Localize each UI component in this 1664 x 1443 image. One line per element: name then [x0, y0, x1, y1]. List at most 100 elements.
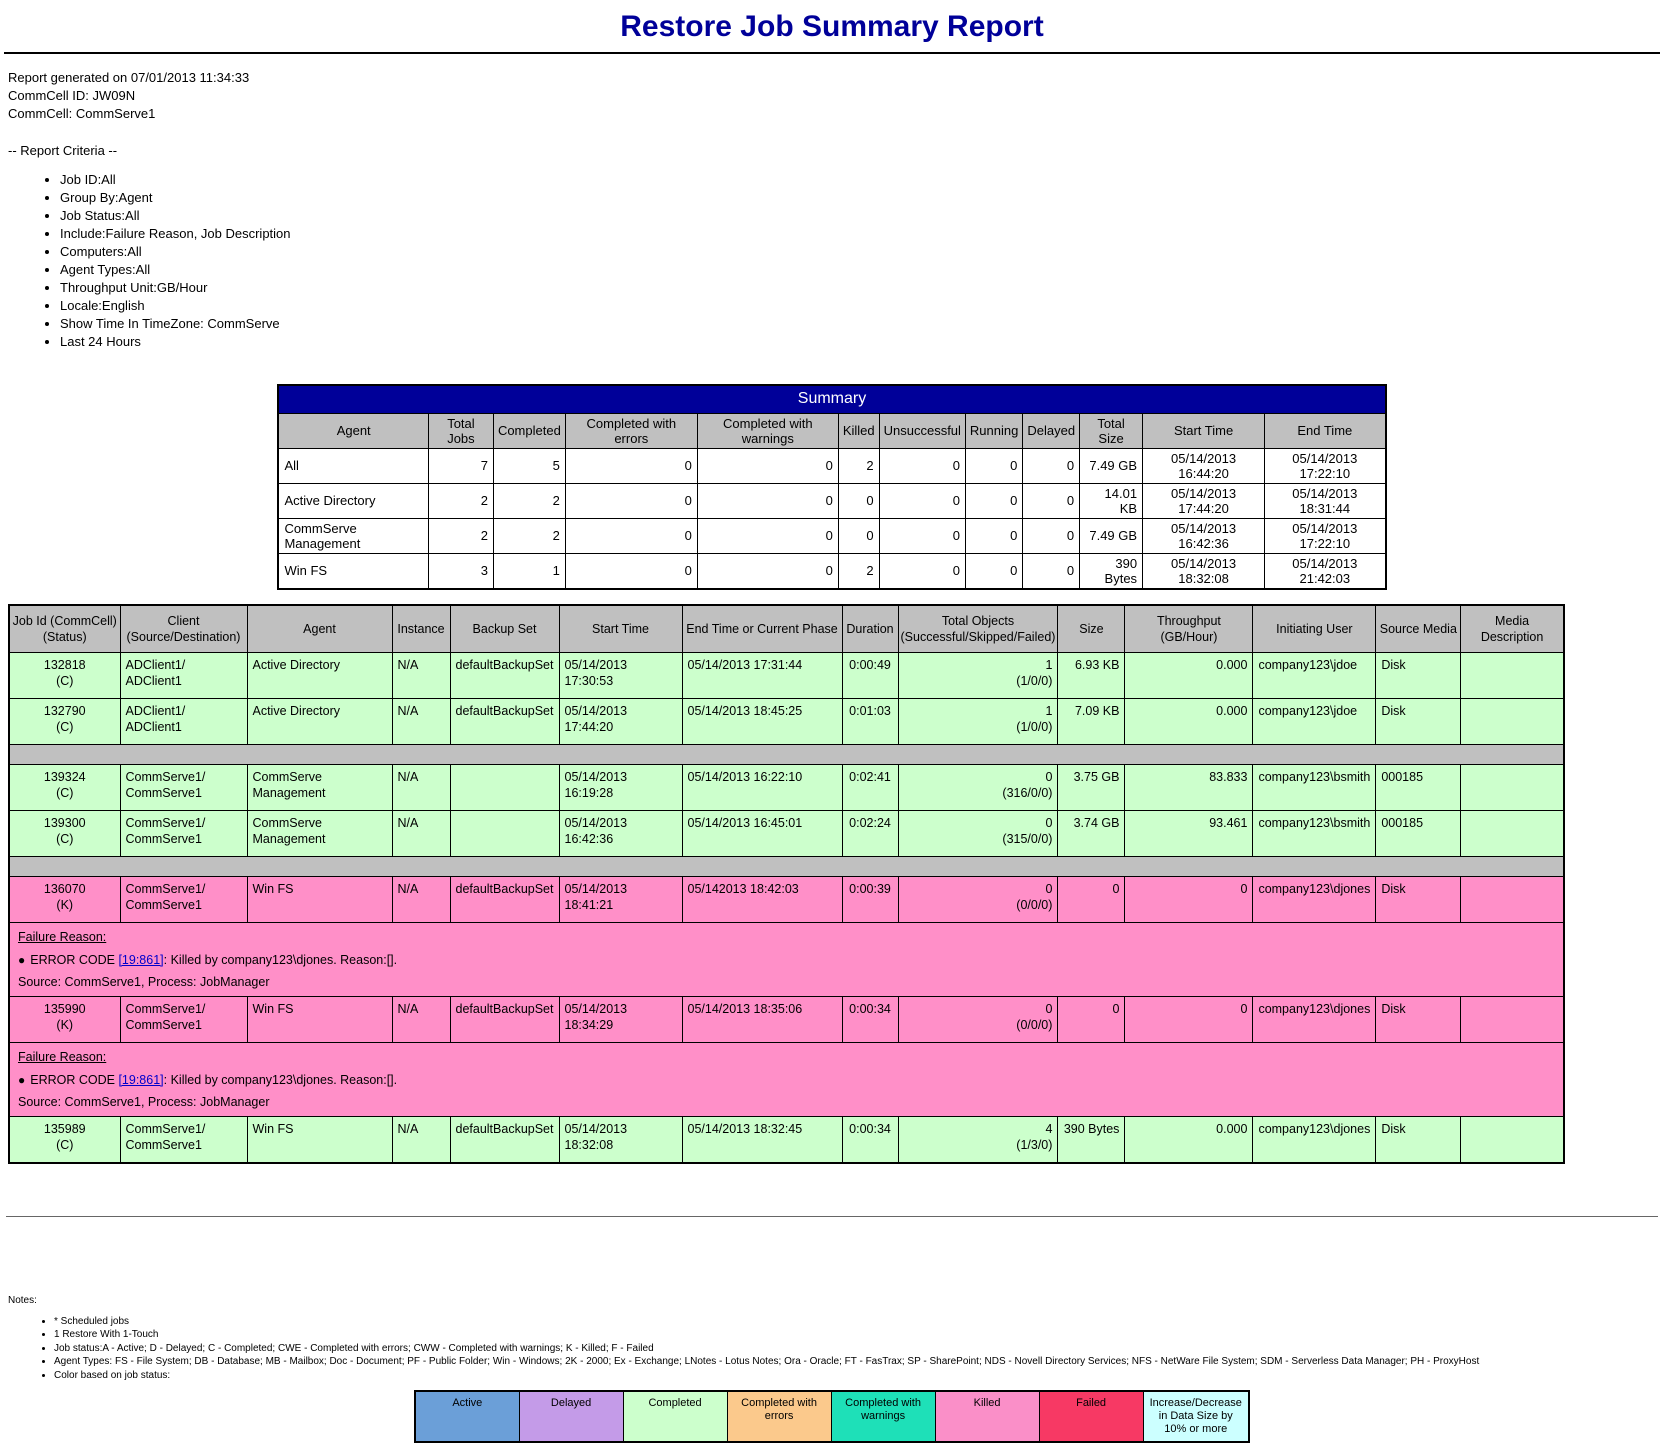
end-time-cell: 05/14/2013 18:35:06 [681, 996, 843, 1043]
total-objects-cell: 4 (1/3/0) [897, 1116, 1059, 1163]
error-code-link[interactable]: [19:861] [118, 1073, 164, 1087]
summary-cell: 2 [837, 447, 880, 484]
size-cell: 0 [1057, 876, 1126, 923]
total-objects-cell: 0 (316/0/0) [897, 764, 1059, 811]
note-item: Agent Types: FS - File System; DB - Data… [54, 1355, 1664, 1369]
jobs-col-header: Total Objects (Successful/Skipped/Failed) [897, 604, 1059, 653]
throughput-cell: 83.833 [1124, 764, 1254, 811]
summary-row: All 7 5 0 0 2 0 0 0 7.49 GB 05/14/2013 16:44:20 05/… [277, 447, 1387, 484]
client-cell: ADClient1/ADClient1 [119, 698, 248, 745]
criteria-heading: -- Report Criteria -- [8, 143, 118, 158]
total-objects-cell: 0 (315/0/0) [897, 810, 1059, 857]
jobs-col-header: Agent [246, 604, 393, 653]
agent-cell: CommServe Management [246, 810, 393, 857]
summary-cell: 0 [564, 482, 698, 519]
summary-col-header: Completed with errors [564, 412, 698, 449]
total-objects-cell: 0 (0/0/0) [897, 996, 1059, 1043]
summary-cell: 7 [427, 447, 494, 484]
summary-cell: 0 [564, 447, 698, 484]
duration-cell: 0:02:24 [841, 810, 899, 857]
summary-cell: 5 [492, 447, 566, 484]
summary-col-header: Completed with warnings [696, 412, 839, 449]
summary-cell: 3 [427, 552, 494, 589]
criteria-item: Last 24 Hours [60, 333, 1664, 351]
criteria-item: Group By:Agent [60, 189, 1664, 207]
summary-cell: 0 [696, 447, 839, 484]
legend-cell: Completed [622, 1390, 728, 1443]
summary-cell: 2 [427, 517, 494, 554]
summary-col-header: Agent [277, 412, 429, 449]
job-id-cell: 139324 (C) [8, 764, 121, 811]
legend-cell: Killed [934, 1390, 1040, 1443]
initiating-user-cell: company123\djones [1252, 1116, 1377, 1163]
legend-cell: Delayed [518, 1390, 624, 1443]
summary-cell: 0 [964, 552, 1024, 589]
media-description-cell [1460, 810, 1565, 857]
separator-row [8, 744, 1565, 765]
job-id-cell: 139300 (C) [8, 810, 121, 857]
duration-cell: 0:00:49 [841, 652, 899, 699]
instance-cell: N/A [391, 810, 451, 857]
size-cell: 3.75 GB [1057, 764, 1126, 811]
initiating-user-cell: company123\jdoe [1252, 698, 1377, 745]
start-time-cell: 05/14/2013 16:19:28 [558, 764, 683, 811]
end-time-cell: 05/14/2013 17:31:44 [681, 652, 843, 699]
note-item: Job status:A - Active; D - Delayed; C - … [54, 1342, 1664, 1356]
initiating-user-cell: company123\jdoe [1252, 652, 1377, 699]
size-cell: 3.74 GB [1057, 810, 1126, 857]
legend-cell: Completed with warnings [830, 1390, 936, 1443]
summary-cell: 0 [1022, 552, 1081, 589]
client-cell: CommServe1/CommServe1 [119, 996, 248, 1043]
instance-cell: N/A [391, 652, 451, 699]
legend-cell: Increase/Decrease in Data Size by 10% or… [1142, 1390, 1250, 1443]
bullet-icon: ● [18, 1073, 26, 1087]
job-row: 139324 (C) CommServe1/CommServe1 CommServe … [8, 764, 1565, 811]
summary-cell: 05/14/2013 16:42:36 [1142, 517, 1266, 554]
failure-reason-label: Failure Reason: [18, 930, 107, 944]
criteria-item: Include:Failure Reason, Job Description [60, 225, 1664, 243]
initiating-user-cell: company123\bsmith [1252, 810, 1377, 857]
source-media-cell: Disk [1375, 698, 1462, 745]
backup-set-cell [449, 810, 560, 857]
jobs-col-header: Client (Source/Destination) [119, 604, 248, 653]
note-item: 1 Restore With 1-Touch [54, 1328, 1664, 1342]
summary-cell: 0 [1022, 517, 1081, 554]
media-description-cell [1460, 1116, 1565, 1163]
agent-cell: CommServe Management [246, 764, 393, 811]
instance-cell: N/A [391, 698, 451, 745]
start-time-cell: 05/14/2013 16:42:36 [558, 810, 683, 857]
page-title: Restore Job Summary Report [620, 10, 1044, 43]
duration-cell: 0:00:34 [841, 996, 899, 1043]
summary-cell: 7.49 GB [1079, 447, 1144, 484]
instance-cell: N/A [391, 996, 451, 1043]
source-media-cell: 000185 [1375, 810, 1462, 857]
summary-title: Summary [277, 384, 1387, 414]
end-time-cell: 05/14/2013 18:32:45 [681, 1116, 843, 1163]
initiating-user-cell: company123\djones [1252, 996, 1377, 1043]
start-time-cell: 05/14/2013 18:41:21 [558, 876, 683, 923]
jobs-col-header: Start Time [558, 604, 683, 653]
client-cell: CommServe1/CommServe1 [119, 876, 248, 923]
separator-row [8, 856, 1565, 877]
backup-set-cell: defaultBackupSet [449, 652, 560, 699]
jobs-col-header: Throughput (GB/Hour) [1124, 604, 1254, 653]
summary-cell: 0 [1022, 447, 1081, 484]
failure-source: Source: CommServe1, Process: JobManager [18, 975, 270, 989]
summary-cell: 0 [964, 517, 1024, 554]
summary-cell: 0 [964, 447, 1024, 484]
end-time-cell: 05/14/2013 16:22:10 [681, 764, 843, 811]
summary-cell: Active Directory [277, 482, 429, 519]
jobs-col-header: End Time or Current Phase [681, 604, 843, 653]
summary-row: Active Directory 2 2 0 0 0 0 0 0 14.01 KB 05/14/20… [277, 482, 1387, 519]
error-code-link[interactable]: [19:861] [118, 953, 164, 967]
job-id-cell: 132818 (C) [8, 652, 121, 699]
criteria-item: Job ID:All [60, 171, 1664, 189]
summary-cell: 2 [492, 517, 566, 554]
backup-set-cell: defaultBackupSet [449, 1116, 560, 1163]
instance-cell: N/A [391, 876, 451, 923]
initiating-user-cell: company123\djones [1252, 876, 1377, 923]
generated-line: Report generated on 07/01/2013 11:34:33 [8, 70, 250, 85]
job-row: 139300 (C) CommServe1/CommServe1 CommServe … [8, 810, 1565, 857]
failure-reason-row: Failure Reason: ● ERROR CODE [19:861]: Kil… [8, 1042, 1565, 1117]
summary-cell: 05/14/2013 16:44:20 [1142, 447, 1266, 484]
